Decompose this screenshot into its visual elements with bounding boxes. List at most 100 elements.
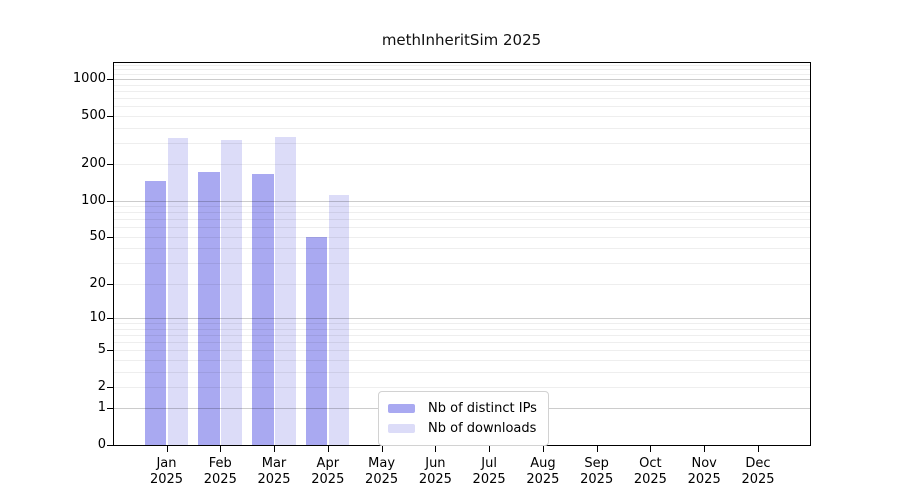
x-tick-label: Aug 2025 [511, 456, 575, 488]
gridline-minor [114, 142, 810, 144]
x-tick-label-year: 2025 [418, 472, 452, 487]
gridline-minor [114, 283, 810, 285]
gridline-minor [114, 350, 810, 352]
legend-item-label: Nb of distinct IPs [428, 400, 537, 416]
legend-swatch-icon [388, 423, 415, 433]
legend-item: Nb of downloads [388, 418, 537, 438]
gridline-minor [114, 90, 810, 92]
bar-nb-of-downloads-apr [328, 195, 350, 445]
x-tick-label: Oct 2025 [618, 456, 682, 488]
legend-item-label: Nb of downloads [428, 420, 537, 436]
y-tick-label: 0 [97, 437, 106, 452]
x-tick-mark [220, 446, 222, 452]
legend-swatch-icon [388, 403, 415, 413]
gridline-minor [114, 227, 810, 229]
y-tick-label: 100 [81, 192, 106, 208]
x-tick-mark [650, 446, 652, 452]
gridline-minor [114, 248, 810, 250]
x-tick-label-year: 2025 [633, 472, 667, 487]
y-tick-mark [107, 445, 113, 446]
y-tick-mark [107, 283, 113, 285]
x-tick-label: Nov 2025 [672, 456, 736, 488]
x-tick-label: Feb 2025 [188, 456, 252, 488]
gridline-minor [114, 115, 810, 117]
bar-nb-of-downloads-mar [275, 136, 296, 445]
gridline-minor [114, 334, 810, 336]
gridline-minor [114, 164, 810, 166]
x-tick-label: Jun 2025 [403, 456, 467, 488]
x-tick-mark [489, 446, 491, 452]
x-tick-label-month: Mar [261, 456, 287, 471]
bar-nb-of-distinct-ips-apr [305, 236, 328, 445]
x-tick-label-month: May [368, 456, 396, 471]
x-tick-label: May 2025 [350, 456, 414, 488]
gridline-minor [114, 212, 810, 214]
x-tick-label: Jan 2025 [135, 456, 199, 488]
x-tick-label: Apr 2025 [296, 456, 360, 488]
x-tick-label-year: 2025 [203, 472, 237, 487]
x-tick-label-month: Aug [530, 456, 556, 471]
gridline-minor [114, 65, 810, 67]
bar-nb-of-distinct-ips-feb [198, 172, 220, 445]
gridline-minor [114, 206, 810, 207]
y-tick-label: 500 [81, 107, 106, 123]
gridline-minor [114, 69, 810, 71]
y-tick-label: 10 [89, 310, 106, 325]
legend-item: Nb of distinct IPs [388, 398, 537, 418]
gridline-minor [114, 386, 810, 388]
x-tick-mark [166, 446, 168, 452]
y-tick-label: 20 [89, 275, 106, 291]
x-tick-mark [596, 446, 598, 452]
x-tick-label-month: Jan [156, 456, 177, 471]
y-tick-mark [107, 115, 113, 117]
y-tick-mark [107, 386, 113, 388]
y-tick-label: 50 [89, 228, 106, 244]
x-tick-label-month: Apr [316, 456, 340, 471]
bar-nb-of-distinct-ips-jan [144, 181, 166, 445]
x-tick-mark [381, 446, 383, 452]
gridline-minor [114, 106, 810, 107]
legend: Nb of distinct IPs Nb of downloads [378, 391, 549, 446]
y-tick-mark [107, 164, 113, 166]
y-tick-label: 5 [97, 342, 106, 358]
bar-nb-of-distinct-ips-mar [252, 173, 274, 445]
x-tick-label-year: 2025 [526, 472, 560, 487]
gridline-minor [114, 127, 810, 129]
x-tick-label-year: 2025 [257, 472, 291, 487]
gridline-major [114, 200, 810, 202]
x-tick-label-year: 2025 [687, 472, 721, 487]
gridline-minor [114, 74, 810, 75]
x-tick-label: Dec 2025 [726, 456, 790, 488]
gridline-minor [114, 97, 810, 99]
x-tick-label-year: 2025 [365, 472, 399, 487]
x-tick-label-year: 2025 [311, 472, 345, 487]
y-tick-mark [107, 318, 113, 319]
y-tick-label: 2 [97, 378, 106, 394]
gridline-minor [114, 263, 810, 265]
x-tick-label-month: Dec [745, 456, 771, 471]
gridline-major [114, 318, 810, 319]
chart-title: methInheritSim 2025 [381, 31, 542, 49]
x-tick-label-month: Oct [639, 456, 662, 471]
x-tick-label-year: 2025 [149, 472, 184, 487]
x-tick-label-year: 2025 [741, 472, 775, 487]
gridline-minor [114, 236, 810, 238]
x-tick-mark [704, 446, 706, 452]
x-tick-mark [542, 446, 544, 452]
gridline-major [114, 79, 810, 80]
gridline-minor [114, 328, 810, 330]
y-tick-mark [107, 350, 113, 352]
x-tick-label-month: Jun [425, 456, 446, 471]
gridline-minor [114, 341, 810, 343]
gridline-minor [114, 359, 810, 361]
gridline-minor [114, 371, 810, 373]
x-tick-label-year: 2025 [472, 472, 506, 487]
x-tick-mark [327, 446, 329, 452]
y-tick-mark [107, 236, 113, 238]
x-tick-label-month: Nov [691, 456, 717, 471]
y-tick-mark [107, 408, 113, 410]
x-tick-mark [435, 446, 437, 452]
y-tick-label: 200 [81, 156, 106, 172]
x-tick-label-year: 2025 [580, 472, 614, 487]
